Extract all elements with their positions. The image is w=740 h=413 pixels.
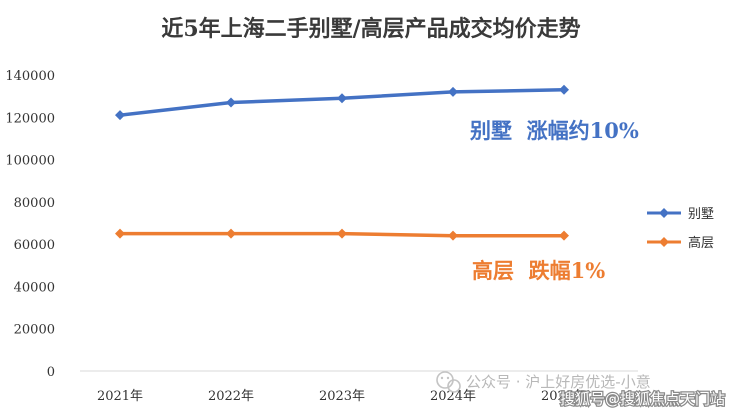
sohu-watermark: 搜狐号@搜狐焦点天门站 xyxy=(559,389,727,410)
annotation-text: 高层 跌幅1% xyxy=(472,258,605,283)
y-tick-label: 80000 xyxy=(14,196,55,211)
y-tick-label: 40000 xyxy=(14,280,55,295)
data-point-marker xyxy=(337,93,347,104)
y-tick-label: 20000 xyxy=(14,323,55,338)
series-markers xyxy=(115,84,569,241)
series-lines xyxy=(118,88,566,238)
x-axis-ticks: 2021年 2022年 2023年 2024年 2025年 xyxy=(97,389,587,404)
data-point-marker xyxy=(226,228,236,239)
y-axis-ticks: 0 20000 40000 60000 80000 100000 120000 140000 xyxy=(5,69,55,380)
legend-label: 别墅 xyxy=(688,207,714,222)
x-tick-label: 2022年 xyxy=(208,389,254,404)
data-point-marker xyxy=(337,228,347,239)
legend-swatch-marker xyxy=(659,208,669,218)
wechat-logo-icon xyxy=(436,371,461,393)
data-point-marker xyxy=(448,230,458,241)
y-tick-label: 100000 xyxy=(5,154,55,169)
wechat-watermark-text: 公众号 · 沪上好房优选-小意 xyxy=(466,373,651,391)
annotation-text: 别墅 涨幅约10% xyxy=(469,118,639,143)
data-point-marker xyxy=(115,228,125,239)
x-tick-label: 2023年 xyxy=(319,389,365,404)
sohu-watermark-text: 搜狐号@搜狐焦点天门站 xyxy=(560,390,725,408)
data-point-marker xyxy=(559,230,569,241)
legend-swatch-marker xyxy=(659,237,669,247)
data-point-marker xyxy=(448,86,458,97)
data-point-marker xyxy=(559,84,569,95)
wechat-watermark: 公众号 · 沪上好房优选-小意 xyxy=(436,371,651,393)
y-tick-label: 60000 xyxy=(14,238,55,253)
x-tick-label: 2025年 xyxy=(541,389,587,404)
annotations: 别墅 涨幅约10% 高层 跌幅1% xyxy=(469,118,639,283)
y-tick-label: 140000 xyxy=(5,69,55,84)
y-tick-label: 0 xyxy=(47,365,55,380)
data-point-marker xyxy=(115,110,125,121)
y-tick-label: 120000 xyxy=(5,111,55,126)
chart-title: 近5年上海二手别墅/高层产品成交均价走势 xyxy=(161,16,580,42)
data-point-marker xyxy=(226,97,236,108)
x-tick-label: 2021年 xyxy=(97,389,143,404)
legend-label: 高层 xyxy=(688,235,714,251)
x-tick-label: 2024年 xyxy=(430,389,476,404)
